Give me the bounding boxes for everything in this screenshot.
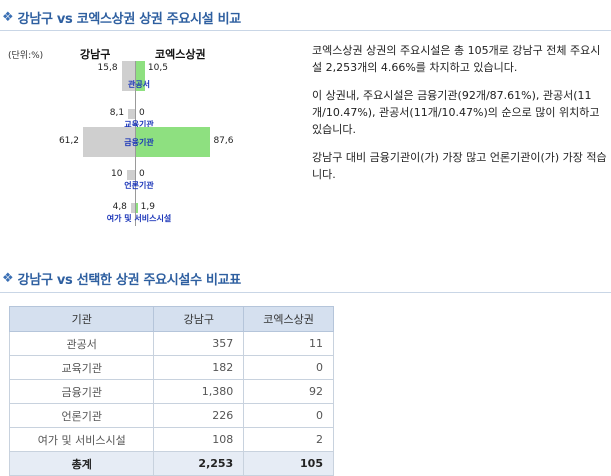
coex-count: 92 (243, 379, 334, 404)
chart-center-axis (135, 61, 136, 226)
bar-gangnam-0 (121, 61, 135, 91)
value-label-coex: 0 (139, 108, 145, 118)
coex-count: 0 (243, 403, 334, 428)
row-label: 여가 및 서비스시설 (8, 427, 155, 452)
summary-paragraph-1: 코엑스상권 상권의 주요시설은 총 105개로 강남구 전체 주요시설 2,25… (312, 44, 601, 74)
row-label: 관공서 (8, 331, 155, 356)
category-label: 여가 및 서비스시설 (106, 214, 172, 223)
category-label: 금융기관 (124, 138, 154, 147)
bar-gangnam-2 (82, 127, 135, 157)
gangnam-count: 357 (153, 331, 245, 356)
value-label-coex: 0 (139, 169, 145, 179)
value-label-gangnam: 61,2 (58, 136, 79, 146)
gangnam-count: 108 (153, 427, 245, 452)
value-label-gangnam: 10 (111, 169, 123, 179)
table-total-row: 총계 2,253 105 (8, 451, 334, 476)
value-label-coex: 87,6 (213, 136, 234, 146)
facility-comparison-table: 기관 강남구 코엑스상권 관공서 357 11 교육기관 182 0 금융기관 … (8, 306, 334, 476)
table-row: 관공서 357 11 (8, 331, 334, 356)
gangnam-total: 2,253 (153, 451, 245, 476)
row-label: 언론기관 (8, 403, 155, 428)
column-header-category: 기관 (8, 306, 155, 332)
bar-coex-2 (136, 127, 211, 157)
coex-count: 2 (243, 427, 334, 452)
bar-gangnam-4 (130, 203, 135, 213)
left-series-head: 강남구 (80, 48, 111, 61)
comparison-bar-chart: (단위:%) 강남구 코엑스상권 15,8 10,5 관공서 8,1 0 교육기관 61,2… (0, 38, 300, 228)
category-label: 관공서 (127, 80, 151, 89)
total-label: 총계 (8, 451, 155, 476)
row-label: 교육기관 (8, 355, 155, 380)
bar-coex-0 (136, 61, 145, 91)
section-header-facility-comparison: ❖ 강남구 vs 코엑스상권 상권 주요시설 비교 (2, 6, 608, 28)
value-label-gangnam: 15,8 (97, 63, 118, 73)
table-header-row: 기관 강남구 코엑스상권 (8, 306, 334, 332)
value-label-gangnam: 4,8 (112, 202, 127, 212)
summary-text: 코엑스상권 상권의 주요시설은 총 105개로 강남구 전체 주요시설 2,25… (312, 42, 608, 194)
gangnam-count: 182 (153, 355, 245, 380)
section-header-facility-table: ❖ 강남구 vs 선택한 상권 주요시설수 비교표 (2, 267, 608, 289)
column-header-coex: 코엑스상권 (243, 306, 334, 332)
value-label-gangnam: 8,1 (109, 108, 125, 118)
table-row: 언론기관 226 0 (8, 403, 334, 428)
value-label-coex: 1,9 (140, 202, 155, 212)
summary-paragraph-2: 이 상권내, 주요시설은 금융기관(92개/87.61%), 관공서(11개/1… (312, 89, 600, 136)
bar-gangnam-1 (128, 109, 135, 119)
right-series-head: 코엑스상권 (155, 48, 206, 61)
gangnam-count: 226 (153, 403, 245, 428)
coex-count: 0 (243, 355, 334, 380)
gangnam-count: 1,380 (153, 379, 245, 404)
category-label: 교육기관 (124, 120, 154, 129)
bar-coex-4 (136, 203, 138, 213)
section-divider (0, 292, 611, 293)
table-row: 금융기관 1,380 92 (8, 379, 334, 404)
table-row: 여가 및 서비스시설 108 2 (8, 427, 334, 452)
diamond-bullet-icon: ❖ (2, 9, 14, 25)
unit-label: (단위:%) (8, 51, 44, 61)
section-title: 강남구 vs 선택한 상권 주요시설수 비교표 (17, 272, 242, 288)
diamond-bullet-icon: ❖ (2, 270, 14, 286)
coex-total: 105 (243, 451, 334, 476)
summary-paragraph-3: 강남구 대비 금융기관이(가) 가장 많고 언론기관이(가) 가장 적습니다. (312, 151, 607, 181)
category-label: 언론기관 (124, 181, 154, 190)
coex-count: 11 (243, 331, 334, 356)
section-divider (0, 30, 611, 31)
table-row: 교육기관 182 0 (8, 355, 334, 380)
section-title: 강남구 vs 코엑스상권 상권 주요시설 비교 (17, 11, 242, 27)
bar-gangnam-3 (126, 170, 135, 180)
row-label: 금융기관 (8, 379, 155, 404)
value-label-coex: 10,5 (147, 63, 168, 73)
column-header-gangnam: 강남구 (153, 306, 245, 332)
